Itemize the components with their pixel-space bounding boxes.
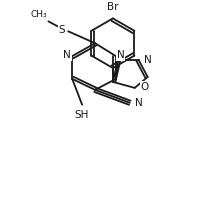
Text: CH₃: CH₃ xyxy=(31,10,47,19)
Text: N: N xyxy=(63,50,71,60)
Text: N: N xyxy=(116,50,124,60)
Text: Br: Br xyxy=(107,2,118,13)
Text: N: N xyxy=(134,98,142,108)
Text: O: O xyxy=(140,82,148,92)
Text: N: N xyxy=(143,55,151,65)
Text: SH: SH xyxy=(74,110,88,120)
Text: S: S xyxy=(58,25,65,35)
